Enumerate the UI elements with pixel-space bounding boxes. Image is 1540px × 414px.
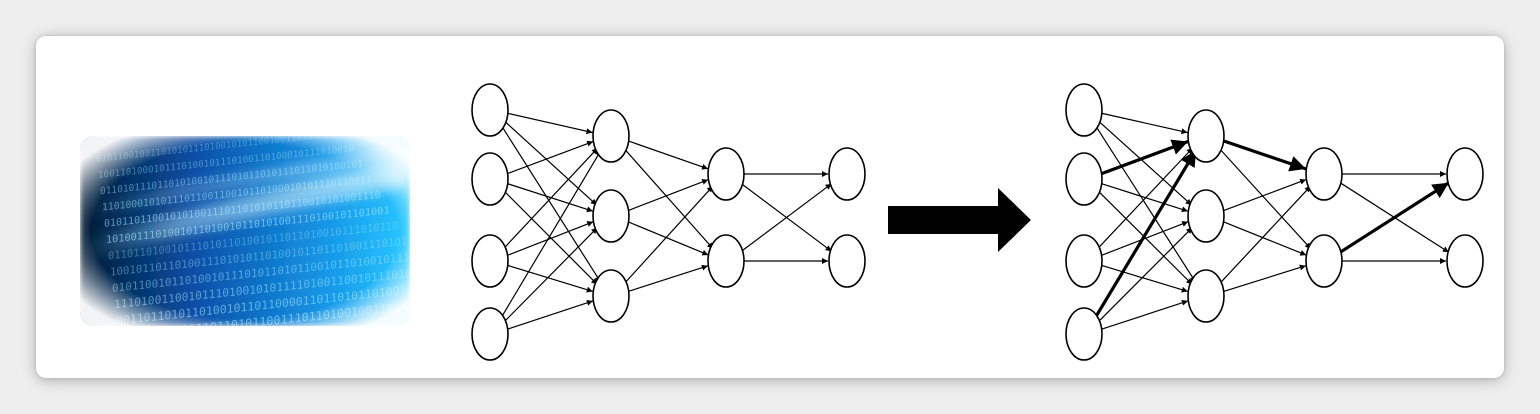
network-edge (1101, 264, 1188, 293)
neuron-node-layer-2 (592, 109, 630, 163)
network-edge (1097, 119, 1193, 206)
neuron-node-layer-2 (1187, 109, 1225, 163)
network-edge (507, 112, 593, 135)
neural-network-after (1065, 83, 1484, 361)
network-edges (1092, 112, 1450, 330)
network-nodes (471, 83, 866, 361)
network-edge (1093, 122, 1197, 283)
figure-panel: 0101100100110101011101001010110010011010… (36, 36, 1504, 378)
network-edge (502, 227, 598, 324)
neural-network-before (471, 83, 866, 361)
neuron-node-layer-1 (1065, 152, 1103, 206)
network-edge (622, 185, 714, 286)
neuron-node-layer-2 (592, 269, 630, 323)
network-edge (506, 140, 594, 175)
neuron-node-layer-1 (1065, 307, 1103, 361)
neuron-node-layer-4 (828, 147, 866, 201)
network-edge (1222, 221, 1307, 256)
network-edge (1223, 264, 1306, 293)
neuron-node-layer-4 (1446, 147, 1484, 201)
network-edge (1101, 112, 1188, 135)
network-edge (1217, 146, 1312, 250)
neuron-node-layer-1 (471, 152, 509, 206)
weighted-edge (1222, 139, 1307, 172)
weighted-edge (1092, 149, 1198, 322)
network-edge (1096, 147, 1194, 251)
neuron-node-layer-3 (707, 147, 745, 201)
network-edge (502, 189, 598, 285)
network-edge (740, 183, 832, 253)
network-edge (507, 182, 594, 213)
network-edge (622, 147, 714, 250)
network-edge (627, 140, 709, 170)
weighted-edge (1100, 139, 1189, 176)
network-edge (499, 122, 602, 283)
neuron-node-layer-1 (471, 234, 509, 288)
network-edge (627, 179, 709, 212)
neuron-node-layer-1 (1065, 83, 1103, 137)
binary-data-stream-image: 0101100100110101011101001010110010011010… (80, 136, 410, 326)
network-edge (506, 300, 594, 330)
network-edge (628, 264, 709, 293)
neuron-node-layer-1 (471, 307, 509, 361)
network-edge (1096, 227, 1193, 324)
right-arrow-icon (888, 188, 1031, 252)
network-edge (498, 149, 602, 321)
neuron-node-layer-2 (1187, 189, 1225, 243)
network-edge (506, 221, 594, 257)
neuron-node-layer-1 (1065, 234, 1103, 288)
neuron-node-layer-3 (707, 234, 745, 288)
neuron-node-layer-3 (1305, 234, 1343, 288)
neuron-node-layer-4 (828, 234, 866, 288)
network-edge (1218, 185, 1312, 286)
network-edges (498, 112, 832, 330)
network-edge (1100, 299, 1189, 330)
network-nodes (1065, 83, 1484, 361)
neuron-node-layer-3 (1305, 147, 1343, 201)
network-edge (1222, 178, 1307, 212)
neuron-node-layer-4 (1446, 234, 1484, 288)
weighted-edge (1338, 181, 1450, 255)
diagram-canvas: 0101100100110101011101001010110010011010… (80, 83, 1484, 361)
network-edge (627, 221, 709, 256)
network-edge (1101, 182, 1189, 213)
neuron-node-layer-2 (1187, 269, 1225, 323)
neuron-node-layer-1 (471, 83, 509, 137)
neuron-node-layer-2 (592, 189, 630, 243)
network-edge (502, 147, 599, 251)
network-edge (503, 119, 598, 206)
network-edge (507, 264, 593, 293)
